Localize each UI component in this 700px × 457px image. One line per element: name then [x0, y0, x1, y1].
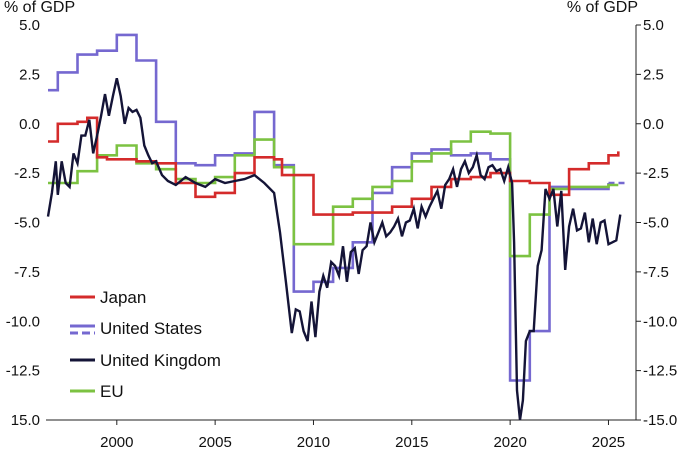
y-tick-right: -15.0: [643, 412, 677, 429]
y-tick-left: -2.5: [14, 165, 40, 182]
series-line-united-kingdom: [46, 78, 622, 421]
x-axis: 2000 2005 2010 2015 2020 2025: [100, 420, 625, 451]
y-axis-unit-right: % of GDP: [567, 0, 638, 16]
y-tick-left: 15.0: [11, 412, 40, 429]
legend-label-united-states: United States: [100, 319, 202, 338]
y-tick-right: 0.0: [643, 116, 664, 133]
x-tick-label: 2015: [395, 434, 428, 451]
y-axis-right: 5.0 2.5 0.0 -2.5 -5.0 -7.5 -10.0 -12.5 -15.0: [636, 17, 677, 429]
y-tick-right: -5.0: [643, 215, 669, 232]
y-tick-left: -7.5: [14, 264, 40, 281]
x-tick-label: 2000: [100, 434, 133, 451]
legend-label-united-kingdom: United Kingdom: [100, 351, 221, 370]
y-tick-left: 2.5: [19, 66, 40, 83]
x-tick-label: 2020: [493, 434, 526, 451]
series-line-eu: [48, 130, 619, 258]
y-tick-left: 5.0: [19, 17, 40, 34]
legend-item-eu: EU: [70, 382, 124, 401]
legend-item-united-kingdom: United Kingdom: [70, 351, 221, 370]
y-tick-right: -7.5: [643, 264, 669, 281]
y-tick-left: -5.0: [14, 215, 40, 232]
series-group: [46, 33, 629, 421]
y-tick-left: 0.0: [19, 116, 40, 133]
y-axis-left: 5.0 2.5 0.0 -2.5 -5.0 -7.5 -10.0 -12.5 15.0: [6, 17, 40, 429]
legend-label-eu: EU: [100, 382, 124, 401]
y-tick-right: 2.5: [643, 66, 664, 83]
x-tick-label: 2025: [592, 434, 625, 451]
legend-item-united-states: United States: [70, 319, 202, 338]
legend-item-japan: Japan: [70, 288, 146, 307]
y-tick-left: -10.0: [6, 313, 40, 330]
series-line-japan: [48, 116, 620, 216]
legend-label-japan: Japan: [100, 288, 146, 307]
y-tick-right: -2.5: [643, 165, 669, 182]
y-axis-unit-left: % of GDP: [4, 0, 75, 16]
y-tick-right: 5.0: [643, 17, 664, 34]
y-tick-right: -12.5: [643, 363, 677, 380]
legend: Japan United States United Kingdom EU: [70, 288, 221, 401]
x-tick-label: 2010: [297, 434, 330, 451]
x-tick-label: 2005: [198, 434, 231, 451]
y-tick-right: -10.0: [643, 313, 677, 330]
y-tick-left: -12.5: [6, 363, 40, 380]
